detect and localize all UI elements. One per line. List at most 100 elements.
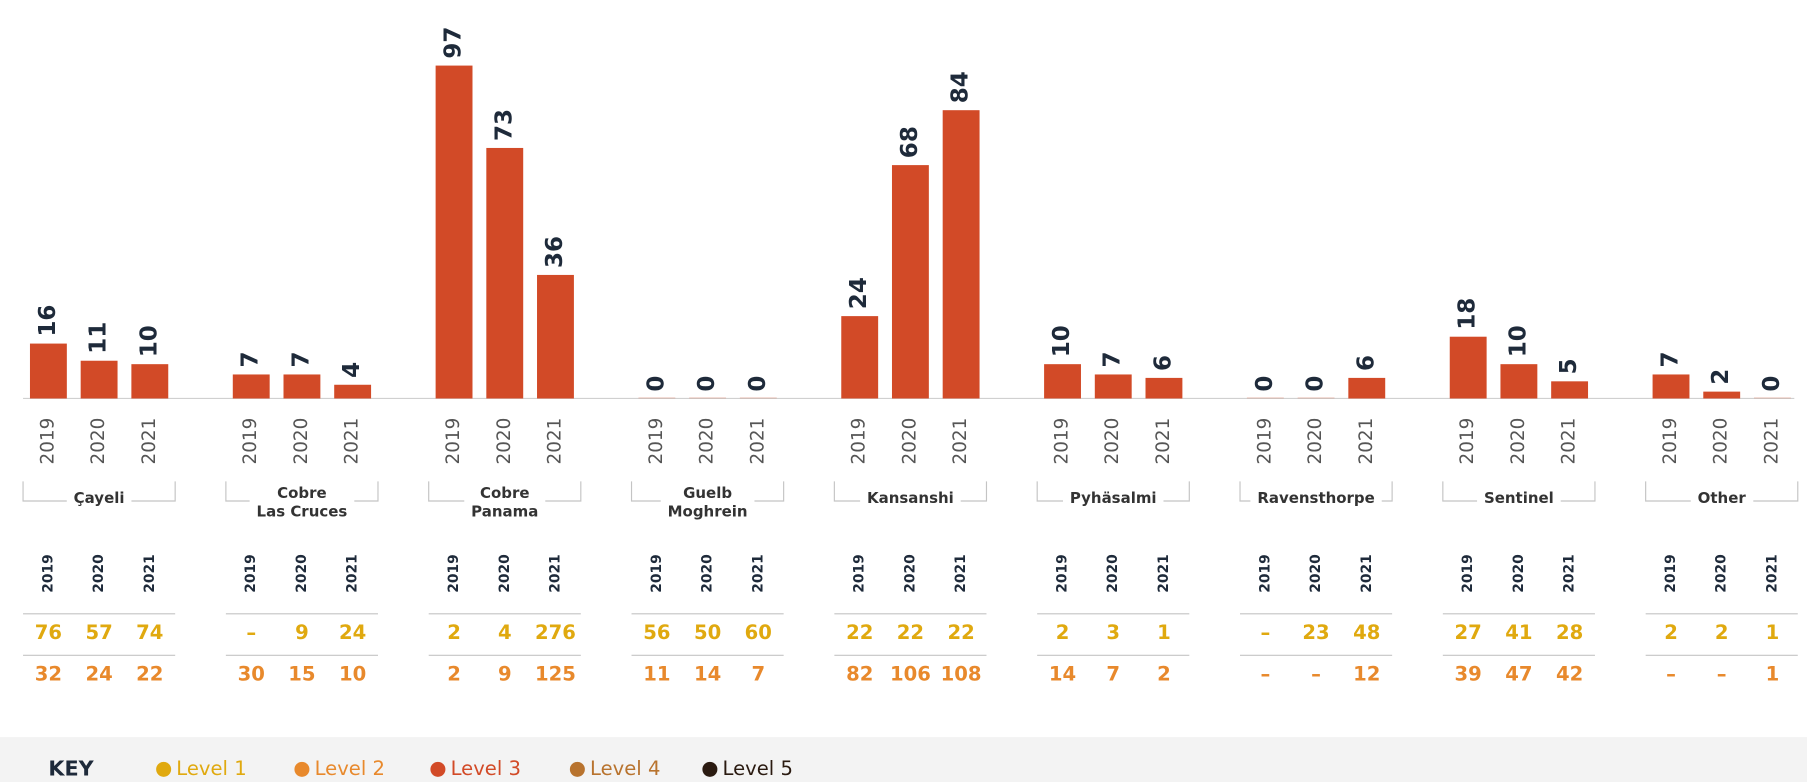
level1-cell: 2 <box>447 621 461 644</box>
site-label: Kansanshi <box>867 489 954 507</box>
bar <box>80 360 118 399</box>
level2-cell: 125 <box>535 662 576 685</box>
level2-cell: 30 <box>238 662 265 685</box>
bar <box>232 374 270 399</box>
year-label: 2020 <box>697 418 718 465</box>
level2-cell: 24 <box>85 662 112 685</box>
year-label: 2021 <box>139 418 160 465</box>
legend-swatch <box>294 761 310 777</box>
level2-cell: 1 <box>1766 662 1780 685</box>
year-label: 2019 <box>1660 418 1681 465</box>
value-label: 0 <box>643 376 669 392</box>
legend-swatch <box>702 761 718 777</box>
bar <box>841 316 879 399</box>
year-label: 2021 <box>1356 418 1377 465</box>
year-label: 2020 <box>1711 418 1732 465</box>
value-label: 10 <box>1049 325 1075 357</box>
site-label: Ravensthorpe <box>1257 489 1374 507</box>
year-label: 2020 <box>291 418 312 465</box>
level2-cell: – <box>1311 662 1321 685</box>
table-year: 2021 <box>547 554 563 592</box>
site-label: Cobre Panama <box>471 483 538 519</box>
bar <box>486 147 524 399</box>
table-year: 2019 <box>243 554 259 592</box>
table-year: 2020 <box>1308 554 1324 592</box>
bar <box>1044 364 1081 399</box>
value-label: 0 <box>1252 376 1278 392</box>
value-label: 6 <box>1353 355 1379 371</box>
bar <box>1551 381 1589 399</box>
level1-cell: 1 <box>1766 621 1780 644</box>
legend-label: Level 4 <box>590 757 660 780</box>
level2-cell: 7 <box>751 662 765 685</box>
bar <box>131 364 169 399</box>
value-label: 18 <box>1455 298 1481 330</box>
table-year: 2021 <box>750 554 766 592</box>
year-label: 2020 <box>494 418 515 465</box>
table-year: 2020 <box>91 554 107 592</box>
bar <box>891 165 929 399</box>
label-bg <box>1477 489 1561 508</box>
level2-cell: 39 <box>1455 662 1482 685</box>
value-label: 11 <box>86 322 112 354</box>
table-year: 2019 <box>649 554 665 592</box>
level2-cell: 10 <box>339 662 366 685</box>
table-year: 2019 <box>1257 554 1273 592</box>
level1-cell: 48 <box>1353 621 1380 644</box>
level1-cell: 1 <box>1157 621 1171 644</box>
table-year: 2021 <box>953 554 969 592</box>
value-label: 10 <box>1505 325 1531 357</box>
level2-cell: 14 <box>1049 662 1076 685</box>
table-year: 2019 <box>1663 554 1679 592</box>
level1-cell: 41 <box>1505 621 1532 644</box>
year-label: 2019 <box>1457 418 1478 465</box>
level1-cell: 276 <box>535 621 576 644</box>
level2-cell: 47 <box>1505 662 1532 685</box>
value-label: 24 <box>846 277 872 309</box>
value-label: 7 <box>238 352 264 368</box>
bar <box>334 384 372 399</box>
year-label: 2019 <box>1254 418 1275 465</box>
year-label: 2019 <box>849 418 870 465</box>
year-label: 2019 <box>1052 418 1073 465</box>
bar <box>1753 397 1791 399</box>
site-label: Sentinel <box>1484 489 1554 507</box>
table-year: 2019 <box>1460 554 1476 592</box>
value-label: 84 <box>948 71 974 103</box>
table-year: 2021 <box>345 554 361 592</box>
table-year: 2021 <box>1359 554 1375 592</box>
level1-cell: 28 <box>1556 621 1583 644</box>
level1-cell: – <box>246 621 256 644</box>
level1-cell: 57 <box>85 621 112 644</box>
level2-cell: 42 <box>1556 662 1583 685</box>
level1-cell: 22 <box>947 621 974 644</box>
table-year: 2021 <box>142 554 158 592</box>
level2-cell: – <box>1666 662 1676 685</box>
value-label: 0 <box>694 376 720 392</box>
year-label: 2021 <box>342 418 363 465</box>
level1-cell: 4 <box>498 621 512 644</box>
bar <box>537 274 574 399</box>
label-bg <box>860 489 961 508</box>
year-label: 2020 <box>1508 418 1529 465</box>
bar <box>1449 336 1487 399</box>
bar <box>638 397 676 399</box>
level1-cell: 22 <box>846 621 873 644</box>
bar <box>1348 377 1386 399</box>
table-year: 2020 <box>1105 554 1121 592</box>
year-label: 2019 <box>443 418 464 465</box>
table-year: 2020 <box>497 554 513 592</box>
value-label: 2 <box>1708 369 1734 385</box>
level2-cell: 7 <box>1106 662 1120 685</box>
table-year: 2019 <box>1055 554 1071 592</box>
level2-cell: 106 <box>890 662 931 685</box>
bar <box>1246 397 1284 399</box>
table-year: 2020 <box>294 554 310 592</box>
level1-cell: 56 <box>643 621 670 644</box>
level1-cell: 74 <box>136 621 163 644</box>
site-label: Cobre Las Cruces <box>257 483 348 519</box>
bar <box>1500 364 1538 399</box>
year-label: 2021 <box>1761 418 1782 465</box>
year-label: 2020 <box>899 418 920 465</box>
level1-cell: 50 <box>694 621 721 644</box>
